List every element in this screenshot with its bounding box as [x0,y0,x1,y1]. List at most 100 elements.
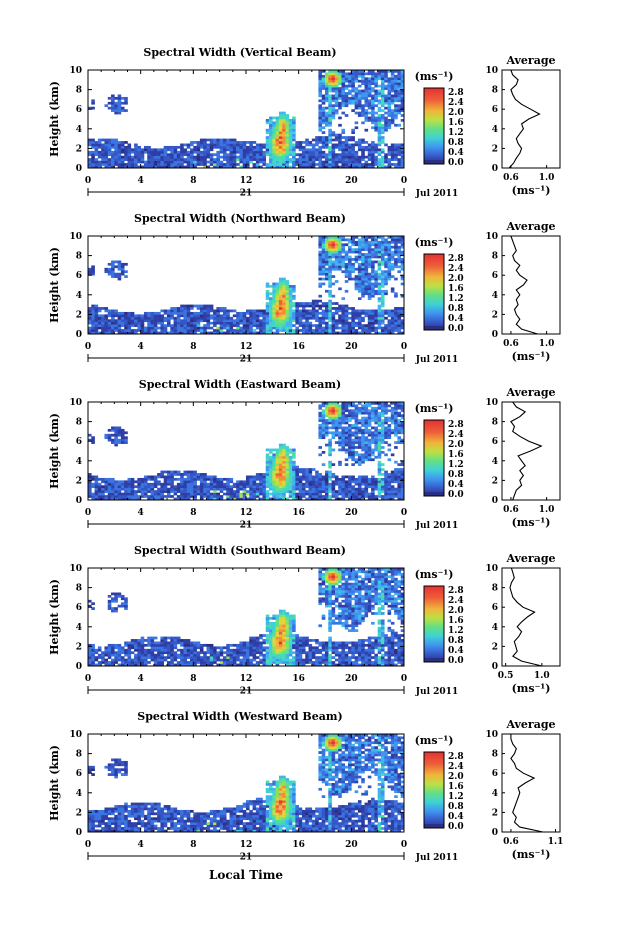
heatmap-cell [242,480,247,484]
heatmap-cell [262,316,267,320]
heatmap-cell [318,453,323,457]
heatmap-cell [101,319,105,323]
heatmap-cell [318,419,323,422]
heatmap-cell [298,329,303,332]
heatmap-cell [311,153,316,157]
heatmap-cell [390,245,395,249]
heatmap-cell [140,319,145,323]
heatmap-cell [308,304,313,308]
heatmap-cell [104,104,109,108]
heatmap-cell [173,163,178,166]
heatmap-cell [351,145,355,149]
heatmap-cell [384,473,388,476]
heatmap-cell [351,138,355,142]
heatmap-cell [321,101,326,105]
heatmap-cell [328,82,332,85]
heatmap-cell [390,70,395,73]
heatmap-cell [331,153,336,157]
heatmap-cell [222,158,227,161]
heatmap-cell [107,319,112,323]
heatmap-cell [374,402,378,405]
heatmap-cell [344,331,349,335]
heatmap-cell [232,324,237,327]
heatmap-cell [193,148,197,152]
heatmap-cell [364,248,369,251]
heatmap-cell [325,92,329,95]
heatmap-cell [88,307,92,310]
heatmap-cell [341,416,346,420]
heatmap-cell [387,270,392,274]
heatmap-cell [153,477,158,481]
heatmap-cell [390,258,395,261]
heatmap-cell [400,331,405,335]
heatmap-cell [334,326,339,330]
heatmap-cell [397,411,402,415]
heatmap-cell [361,319,365,323]
heatmap-cell [357,277,362,281]
heatmap-cell [371,106,375,110]
heatmap-cell [325,404,329,408]
heatmap-cell [252,329,257,332]
heatmap-cell [331,404,336,408]
heatmap-cell [321,490,326,493]
heatmap-cell [111,490,115,493]
heatmap-cell [94,495,99,498]
heatmap-cell [400,482,405,486]
heatmap-cell [400,245,405,249]
heatmap-cell [111,653,115,657]
heatmap-cell [387,96,392,100]
heatmap-cell [367,243,372,247]
heatmap-cell [354,482,359,486]
heatmap-cell [206,153,211,157]
heatmap-cell [249,155,253,159]
heatmap-cell [255,485,260,489]
heatmap-cell [380,128,385,132]
heatmap-cell [377,72,382,76]
heatmap-cell [328,289,332,293]
heatmap-cell [107,270,112,274]
heatmap-cell [311,331,316,335]
heatmap-cell [137,153,141,157]
heatmap-cell [390,409,395,413]
heatmap-cell [120,165,125,169]
heatmap-cell [380,240,385,244]
heatmap-cell [377,245,382,249]
heatmap-cell [384,258,388,261]
heatmap-cell [288,285,293,288]
heatmap-cell [226,163,230,166]
heatmap-cell [272,138,276,142]
heatmap-cell [252,487,257,491]
heatmap-cell [390,289,395,293]
heatmap-cell [97,309,102,313]
heatmap-cell [295,143,299,147]
heatmap-cell [262,150,267,154]
heatmap-cell [341,87,346,90]
heatmap-cell [183,487,188,491]
heatmap-cell [361,238,365,242]
heatmap-cell [374,480,378,484]
heatmap-cell [239,150,244,154]
heatmap-cell [367,314,372,318]
heatmap-cell [344,304,349,308]
heatmap-cell [377,121,382,125]
heatmap-cell [117,165,122,169]
heatmap-cell [354,492,359,496]
heatmap-cell [101,656,105,659]
heatmap-cell [384,404,388,408]
heatmap-cell [311,163,316,166]
heatmap-cell [338,319,342,323]
heatmap-cell [298,470,303,474]
heatmap-cell [278,482,283,486]
heatmap-cell [371,492,375,496]
heatmap-cell [180,319,184,323]
heatmap-cell [272,470,276,474]
heatmap-cell [384,324,388,327]
heatmap-cell [374,272,378,276]
heatmap-cell [163,331,168,335]
heatmap-cell [157,153,161,157]
heatmap-cell [367,414,372,417]
heatmap-cell [311,299,316,303]
heatmap-cell [269,136,273,139]
heatmap-cell [134,145,138,149]
heatmap-cell [94,165,99,169]
